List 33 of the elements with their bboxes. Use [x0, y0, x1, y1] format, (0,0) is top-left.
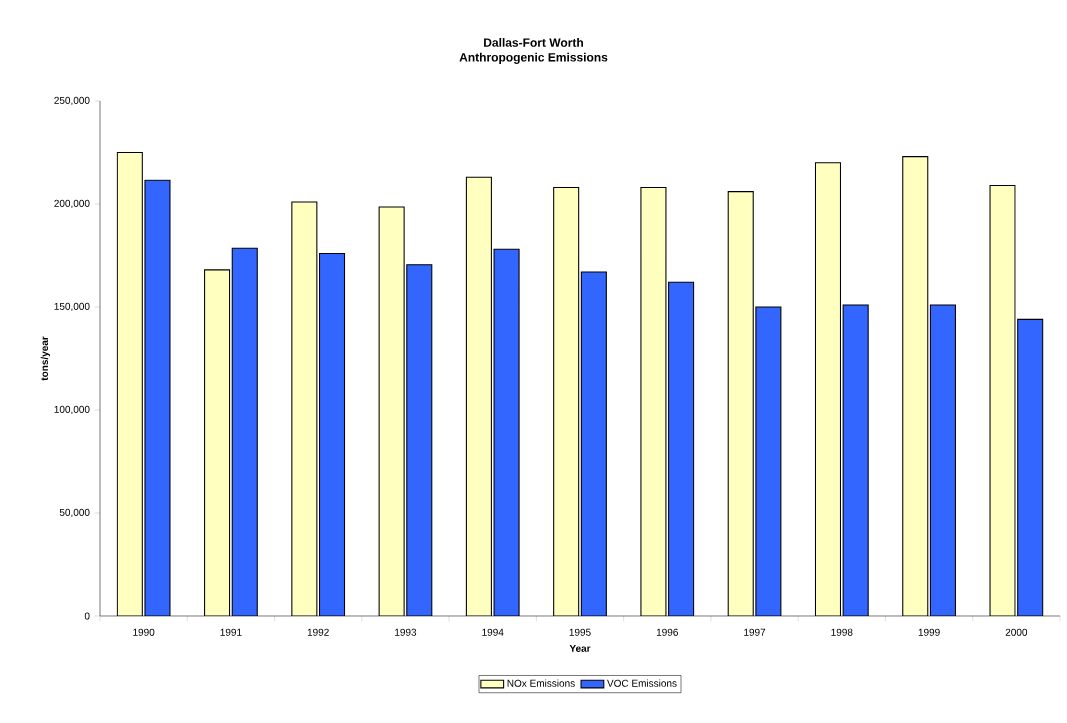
y-tick-label: 0 [84, 612, 90, 620]
bar [406, 264, 433, 616]
x-tick-label: 1998 [831, 628, 853, 636]
y-tick-label: 200,000 [54, 199, 90, 209]
chart-title: Dallas-Fort Worth Anthropogenic Emissions [459, 38, 608, 64]
x-tick-label: 1990 [133, 628, 155, 636]
bar [318, 252, 346, 616]
x-tick-label: 1999 [918, 628, 940, 636]
x-axis-title: Year [569, 644, 591, 652]
bar [580, 271, 607, 616]
bar [929, 304, 956, 616]
bar [842, 304, 869, 616]
x-tick-label: 1995 [569, 628, 591, 636]
bar [231, 247, 258, 616]
bar [1017, 318, 1044, 616]
y-axis-title: tons/year [40, 336, 50, 381]
x-tick-label: 1997 [744, 628, 766, 636]
y-tick-label: 250,000 [54, 96, 90, 106]
bar [493, 248, 520, 616]
bar [144, 179, 171, 616]
y-tick-label: 150,000 [54, 302, 90, 312]
legend-label: NOx Emissions [507, 679, 575, 687]
y-tick-label: 100,000 [54, 405, 90, 415]
bar [755, 306, 782, 616]
x-tick-label: 1993 [395, 628, 417, 636]
x-tick-label: 1996 [656, 628, 678, 636]
legend-label: VOC Emissions [607, 679, 677, 687]
x-tick-label: 1994 [482, 628, 504, 636]
bar [668, 281, 695, 616]
x-tick-label: 1992 [307, 628, 329, 636]
x-tick-label: 2000 [1005, 628, 1028, 636]
y-tick-label: 50,000 [59, 508, 90, 518]
x-tick-label: 1991 [220, 628, 242, 636]
